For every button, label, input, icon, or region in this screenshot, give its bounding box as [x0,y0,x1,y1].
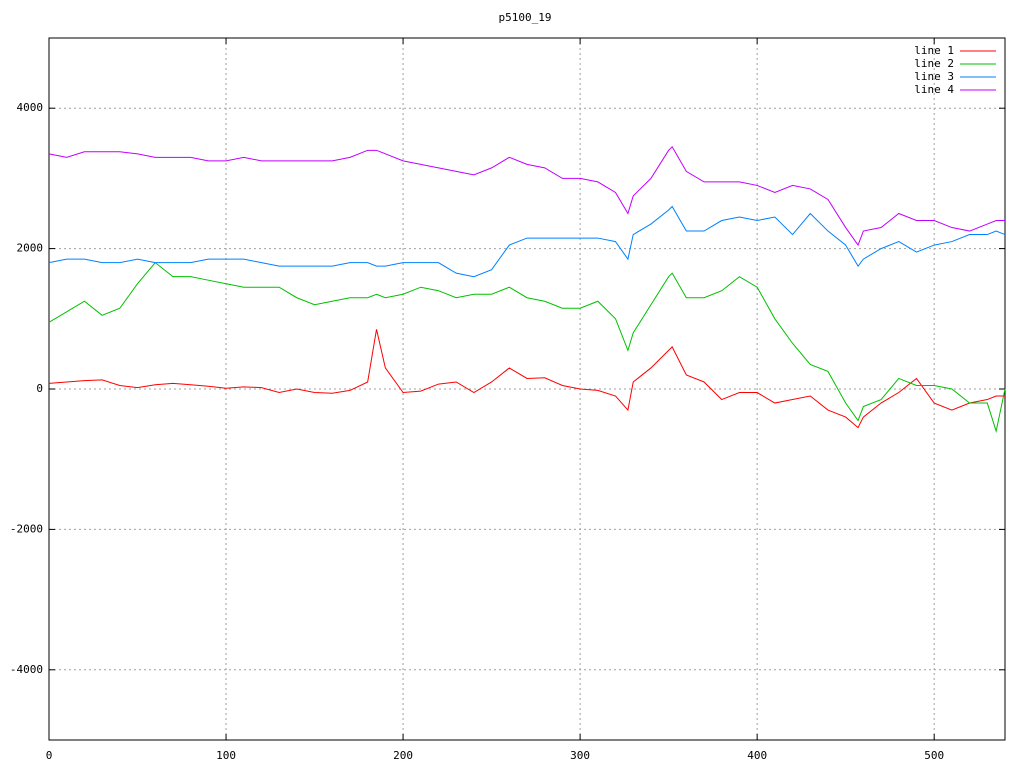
x-tick-label: 0 [46,749,53,762]
legend-label: line 1 [914,44,954,57]
legend-label: line 2 [914,57,954,70]
x-tick-label: 300 [570,749,590,762]
data-line [48,329,1005,429]
data-line [48,261,1006,434]
x-tick-label: 400 [747,749,767,762]
data-line [48,205,1006,278]
data-line [48,145,1005,247]
chart-title: p5100_19 [499,11,552,24]
y-tick-label: 4000 [17,101,44,114]
y-tick-label: 2000 [17,242,44,255]
x-tick-label: 100 [216,749,236,762]
y-tick-label: -4000 [10,663,43,676]
legend-label: line 4 [914,83,954,96]
x-tick-label: 500 [924,749,944,762]
legend-label: line 3 [914,70,954,83]
x-tick-label: 200 [393,749,413,762]
y-tick-label: -2000 [10,522,43,535]
y-tick-label: 0 [36,382,43,395]
